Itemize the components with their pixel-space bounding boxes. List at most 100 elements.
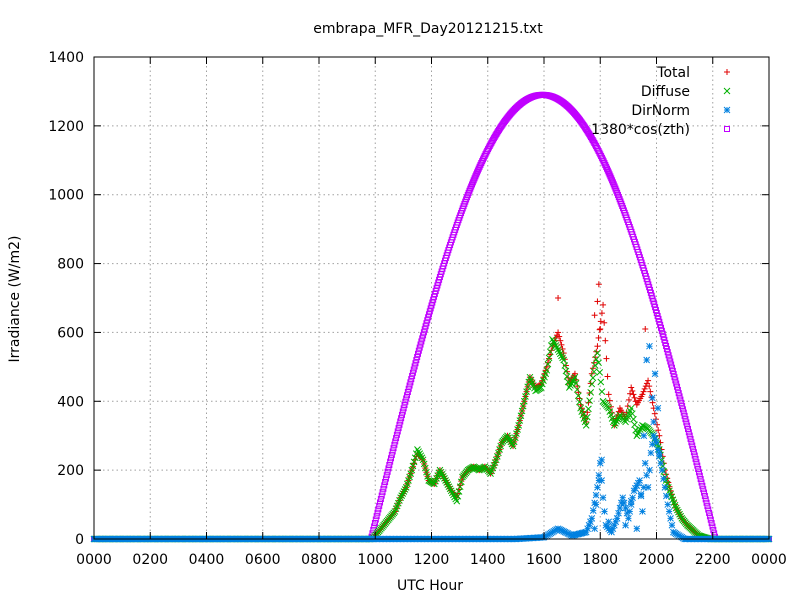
data-point: [587, 388, 595, 396]
data-point: [571, 370, 578, 377]
data-point: [417, 341, 424, 348]
data-point: [668, 364, 675, 371]
data-point: [583, 413, 591, 421]
data-point: [473, 171, 480, 178]
data-point: [393, 435, 400, 442]
data-point: [676, 510, 683, 518]
data-point: [705, 506, 712, 513]
data-point: [506, 436, 514, 444]
data-point: [633, 525, 641, 533]
data-point: [375, 506, 382, 513]
data-point: [565, 384, 573, 391]
data-point: [664, 349, 671, 356]
data-point: [408, 376, 415, 383]
data-point: [439, 472, 447, 480]
data-point: [441, 475, 448, 482]
data-point: [626, 508, 634, 515]
data-point: [595, 281, 602, 288]
data-point: [505, 434, 512, 442]
data-point: [437, 468, 445, 476]
data-point: [628, 410, 636, 418]
data-point: [687, 435, 694, 442]
data-point: [707, 516, 714, 523]
data-point: [415, 347, 422, 354]
data-point: [708, 520, 715, 527]
data-point: [423, 468, 430, 476]
data-point: [399, 490, 407, 497]
data-point: [693, 459, 700, 466]
data-point: [603, 355, 610, 362]
data-point: [588, 514, 596, 522]
data-point: [513, 430, 520, 438]
data-point: [679, 406, 686, 413]
data-point: [639, 508, 646, 515]
data-point: [694, 462, 701, 469]
data-point: [400, 405, 407, 412]
data-point: [410, 366, 417, 373]
data-point: [660, 333, 667, 340]
data-point: [677, 512, 685, 520]
data-point: [630, 415, 637, 423]
data-point: [420, 329, 427, 336]
y-axis-label: Irradiance (W/m2): [7, 236, 23, 363]
data-point: [655, 449, 663, 457]
data-point: [415, 448, 422, 455]
y-tick-label: 400: [57, 394, 84, 410]
data-point: [405, 385, 412, 392]
data-point: [673, 506, 681, 514]
data-point: [574, 392, 582, 400]
data-point: [691, 452, 698, 459]
data-point: [615, 509, 622, 517]
data-point: [504, 432, 511, 440]
data-point: [596, 326, 603, 333]
data-point: [606, 397, 613, 404]
data-point: [651, 370, 659, 378]
data-point: [613, 514, 621, 522]
data-point: [591, 525, 598, 533]
data-point: [604, 165, 610, 172]
data-point: [628, 384, 635, 391]
data-point: [382, 478, 389, 485]
data-point: [640, 388, 647, 395]
data-point: [698, 479, 705, 486]
data-point: [378, 492, 385, 499]
legend-label: Total: [656, 65, 690, 81]
data-point: [546, 348, 554, 356]
data-point: [396, 421, 403, 428]
data-point: [636, 477, 643, 484]
data-point: [646, 466, 653, 474]
data-point: [612, 419, 619, 427]
data-point: [417, 452, 425, 460]
data-point: [607, 403, 614, 410]
data-point: [416, 450, 424, 457]
data-point: [578, 405, 585, 412]
data-point: [438, 470, 446, 478]
x-tick-label: 1600: [526, 552, 562, 568]
chart-title: embrapa_MFR_Day20121215.txt: [313, 21, 543, 37]
data-point: [418, 338, 425, 345]
data-point: [605, 518, 613, 526]
data-point: [556, 333, 563, 340]
data-point: [404, 392, 411, 399]
data-point: [551, 340, 559, 347]
data-point: [555, 329, 562, 336]
data-point: [379, 489, 386, 496]
data-point: [422, 323, 429, 330]
x-tick-label: 1400: [470, 552, 506, 568]
data-point: [661, 484, 669, 491]
data-layer: [90, 91, 773, 543]
data-point: [562, 362, 569, 369]
data-point: [605, 169, 612, 176]
data-point: [654, 421, 661, 428]
data-point: [471, 175, 478, 182]
x-tick-label: 1000: [357, 552, 393, 568]
data-point: [576, 398, 583, 406]
data-point: [644, 484, 652, 491]
data-point: [582, 415, 589, 422]
data-point: [580, 412, 587, 419]
data-point: [592, 491, 600, 499]
data-point: [663, 346, 670, 353]
data-point: [591, 312, 598, 319]
data-point: [695, 465, 702, 472]
data-point: [400, 488, 408, 495]
